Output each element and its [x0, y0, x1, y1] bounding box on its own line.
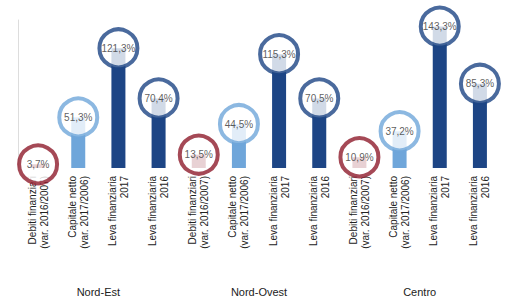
svg-text:(var. 2017/2006): (var. 2017/2006) — [400, 176, 411, 249]
svg-text:Leva finanziaria: Leva finanziaria — [308, 176, 319, 246]
svg-text:Debiti finanziari: Debiti finanziari — [187, 176, 198, 244]
svg-text:Nord-Est: Nord-Est — [77, 286, 120, 298]
svg-text:Debiti finanziari: Debiti finanziari — [27, 176, 38, 244]
svg-text:3,7%: 3,7% — [27, 159, 50, 170]
svg-text:Leva finanziaria: Leva finanziaria — [268, 176, 279, 246]
svg-text:2017: 2017 — [119, 176, 130, 199]
svg-text:(var. 2016/2007): (var. 2016/2007) — [199, 176, 210, 249]
svg-text:(var. 2016/2007): (var. 2016/2007) — [39, 176, 50, 249]
svg-text:Capitale netto: Capitale netto — [388, 176, 399, 238]
svg-text:70,4%: 70,4% — [144, 93, 172, 104]
svg-text:2017: 2017 — [440, 176, 451, 199]
svg-text:Capitale netto: Capitale netto — [67, 176, 78, 238]
svg-text:(var. 2017/2006): (var. 2017/2006) — [79, 176, 90, 249]
svg-text:2016: 2016 — [320, 176, 331, 199]
svg-text:10,9%: 10,9% — [345, 152, 373, 163]
svg-text:Nord-Ovest: Nord-Ovest — [231, 286, 287, 298]
svg-text:Leva finanziaria: Leva finanziaria — [107, 176, 118, 246]
svg-text:2017: 2017 — [280, 176, 291, 199]
svg-text:13,5%: 13,5% — [185, 149, 213, 160]
svg-text:44,5%: 44,5% — [225, 119, 253, 130]
svg-text:2016: 2016 — [480, 176, 491, 199]
svg-text:143,3%: 143,3% — [423, 21, 457, 32]
svg-text:Centro: Centro — [403, 286, 436, 298]
svg-text:Leva finanziaria: Leva finanziaria — [428, 176, 439, 246]
svg-text:Debiti finanziari: Debiti finanziari — [348, 176, 359, 244]
svg-text:Leva finanziaria: Leva finanziaria — [147, 176, 158, 246]
svg-text:2016: 2016 — [159, 176, 170, 199]
svg-text:85,3%: 85,3% — [466, 78, 494, 89]
svg-text:51,3%: 51,3% — [64, 112, 92, 123]
svg-text:121,3%: 121,3% — [101, 43, 135, 54]
svg-text:(var. 2016/2007): (var. 2016/2007) — [360, 176, 371, 249]
svg-text:115,3%: 115,3% — [262, 49, 295, 60]
svg-text:Capitale netto: Capitale netto — [227, 176, 238, 238]
svg-text:Leva finanziaria: Leva finanziaria — [468, 176, 479, 246]
svg-text:37,2%: 37,2% — [385, 126, 413, 137]
svg-text:70,5%: 70,5% — [305, 93, 333, 104]
svg-text:(var. 2017/2006): (var. 2017/2006) — [239, 176, 250, 249]
